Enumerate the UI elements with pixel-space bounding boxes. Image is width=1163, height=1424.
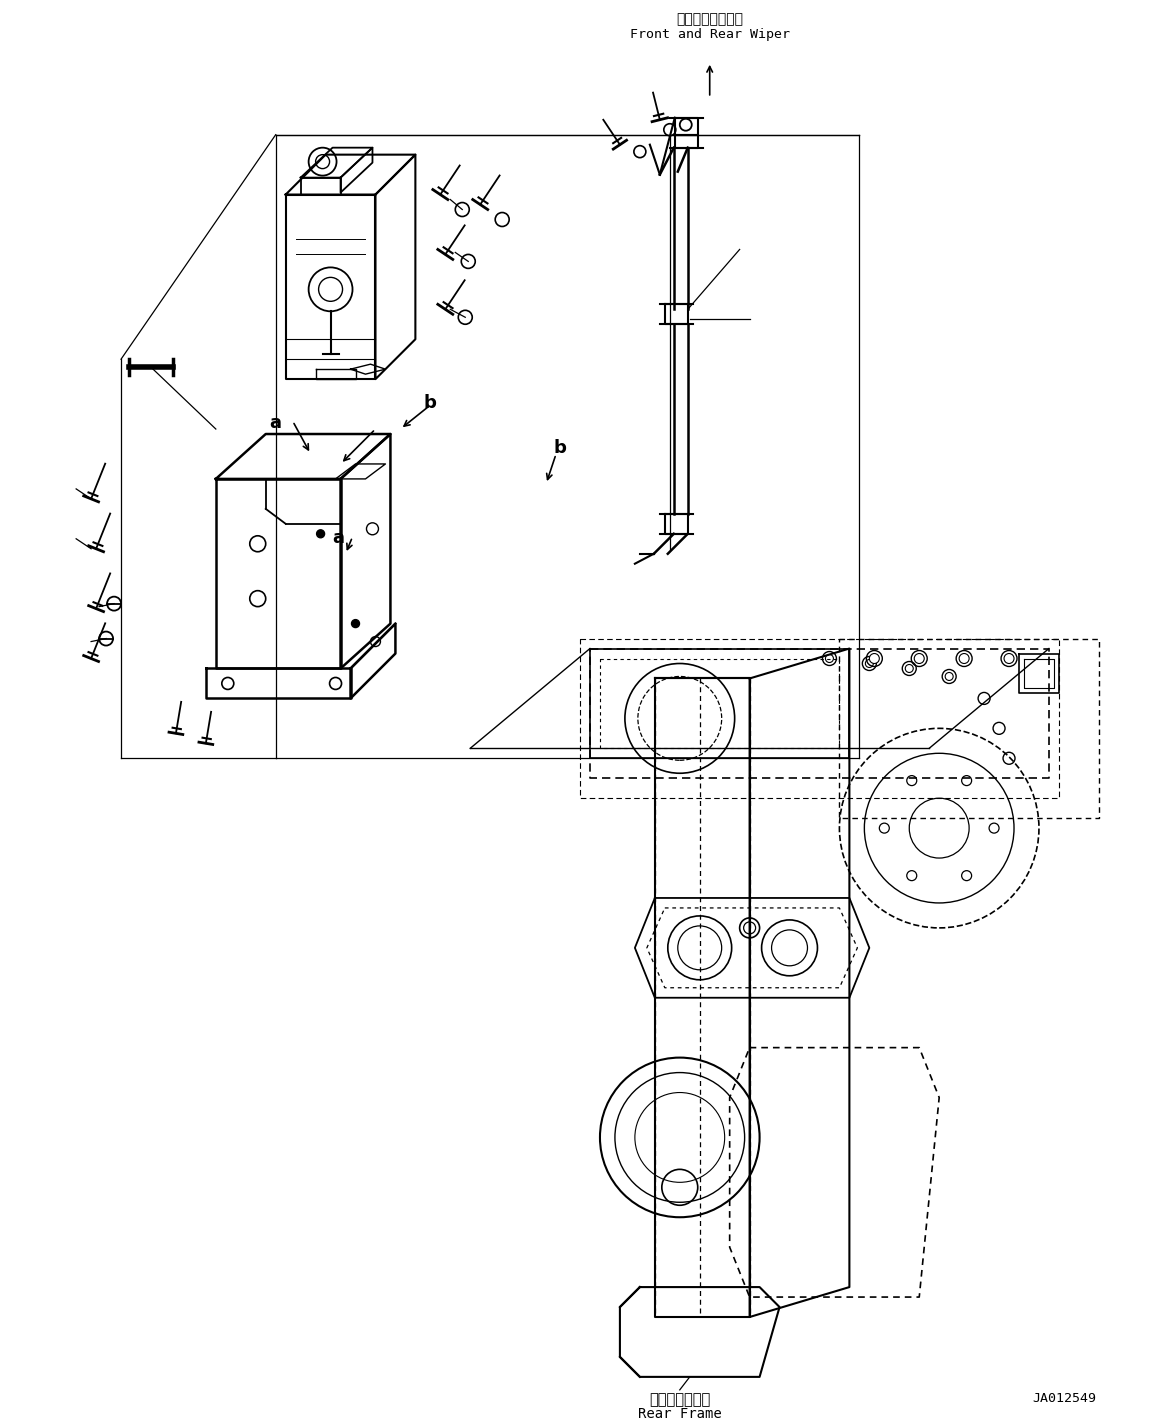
Circle shape — [870, 654, 879, 664]
Text: 前方・後方ワイパ: 前方・後方ワイパ — [676, 11, 743, 26]
Text: JA012549: JA012549 — [1032, 1391, 1096, 1405]
Text: Front and Rear Wiper: Front and Rear Wiper — [629, 28, 790, 41]
Text: a: a — [270, 414, 281, 431]
Text: リヤーフレーム: リヤーフレーム — [649, 1391, 711, 1407]
Circle shape — [743, 921, 756, 934]
Circle shape — [914, 654, 925, 664]
Text: b: b — [554, 439, 566, 457]
Text: b: b — [423, 394, 437, 412]
Circle shape — [351, 619, 359, 628]
Circle shape — [316, 530, 324, 538]
Circle shape — [1004, 654, 1014, 664]
Text: a: a — [333, 528, 344, 547]
Circle shape — [959, 654, 969, 664]
Text: Rear Frame: Rear Frame — [637, 1407, 722, 1421]
